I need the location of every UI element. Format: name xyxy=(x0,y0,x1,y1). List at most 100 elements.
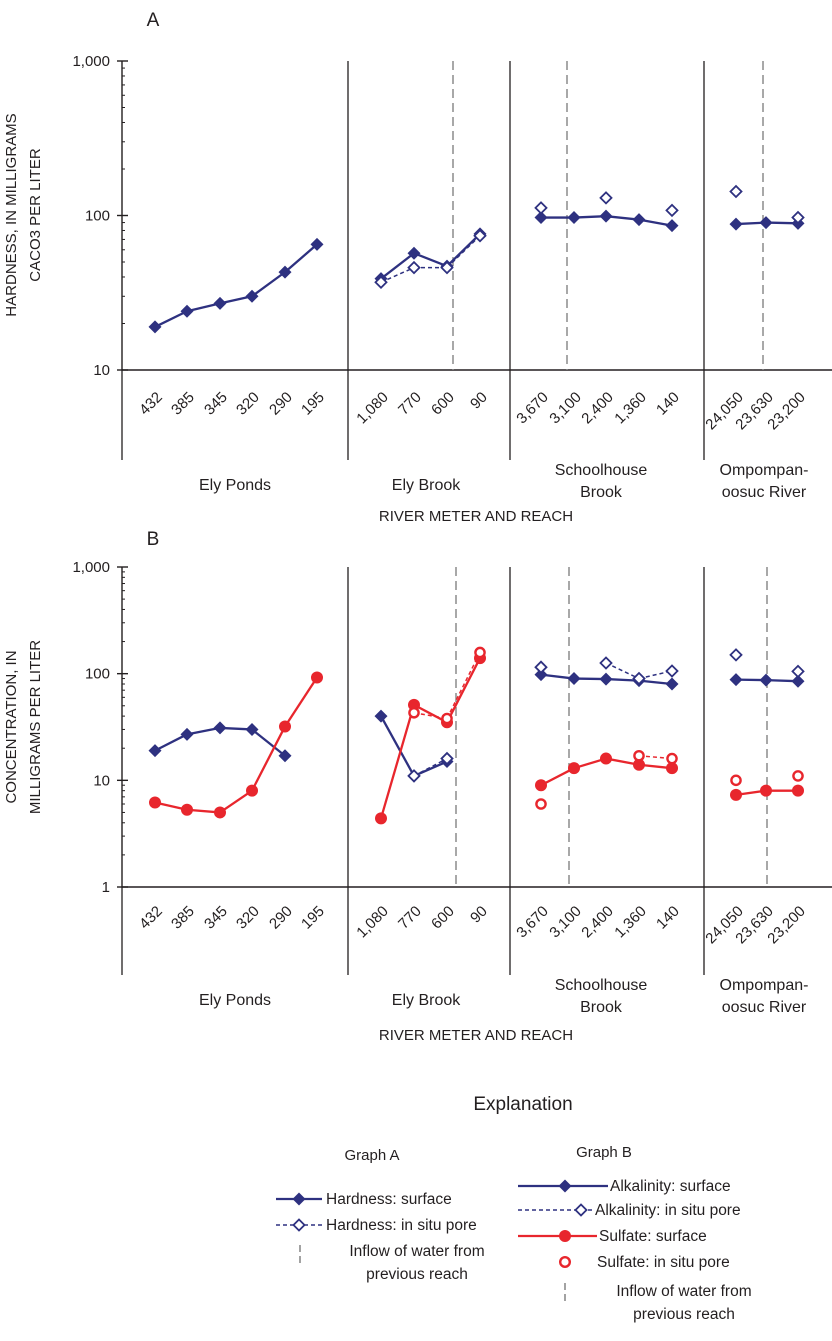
data-point xyxy=(534,201,548,215)
x-tick-label: 1,360 xyxy=(611,903,650,942)
legend-label: Alkalinity: surface xyxy=(610,1178,731,1195)
legend-label: previous reach xyxy=(633,1306,735,1323)
series-line-segment xyxy=(380,252,415,280)
data-point xyxy=(407,769,421,783)
data-point xyxy=(534,660,548,674)
x-tick-label: 3,100 xyxy=(546,389,585,428)
data-point xyxy=(535,779,547,792)
series-line-segment xyxy=(446,652,481,719)
data-point xyxy=(473,228,487,243)
data-point xyxy=(632,213,646,227)
data-point xyxy=(408,706,420,719)
data-point xyxy=(534,211,548,225)
data-point xyxy=(633,758,645,771)
data-point xyxy=(213,721,227,735)
legend: Explanation Graph A Hardness: surface Ha… xyxy=(276,1094,752,1323)
data-point xyxy=(729,648,743,662)
y-axis-title: HARDNESS, IN MILLIGRAMS xyxy=(3,113,20,316)
x-axis-title: RIVER METER AND REACH xyxy=(379,508,573,525)
data-point xyxy=(279,720,291,733)
x-tick-label: 600 xyxy=(428,903,458,933)
y-axis-title: MILLIGRAMS PER LITER xyxy=(27,640,44,814)
data-point xyxy=(791,674,805,688)
reach-name: Ely Ponds xyxy=(199,992,271,1009)
reach-name: Ely Brook xyxy=(392,992,461,1009)
reach-name: Brook xyxy=(580,999,623,1016)
legend-label: Sulfate: surface xyxy=(599,1228,707,1245)
panel-a: A HARDNESS, IN MILLIGRAMS CACO3 PER LITER 1… xyxy=(3,10,832,525)
data-point xyxy=(730,788,742,801)
legend-open-diamond-icon xyxy=(292,1218,306,1232)
legend-sulfate-surface: Sulfate: surface xyxy=(518,1228,707,1245)
x-tick-label: 345 xyxy=(201,903,231,933)
data-point xyxy=(599,191,613,205)
x-tick-label: 320 xyxy=(233,389,263,419)
data-point xyxy=(792,784,804,797)
series-line-segment xyxy=(413,252,448,268)
data-point xyxy=(375,812,387,825)
series-line-segment xyxy=(284,243,318,273)
x-tick-label: 290 xyxy=(266,389,296,419)
y-axis-title: CONCENTRATION, IN xyxy=(3,650,20,803)
legend-label: Hardness: surface xyxy=(326,1191,452,1208)
legend-filled-circle-icon xyxy=(559,1230,571,1242)
legend-title: Explanation xyxy=(473,1094,572,1115)
reach-name: Schoolhouse xyxy=(555,462,648,479)
data-point xyxy=(567,672,581,686)
legend-filled-diamond-icon xyxy=(292,1192,306,1206)
data-point xyxy=(760,784,772,797)
data-point xyxy=(759,216,773,230)
series-line-segment xyxy=(219,789,253,814)
x-tick-label: 600 xyxy=(428,389,458,419)
data-point xyxy=(440,751,454,766)
data-point xyxy=(632,671,646,686)
x-tick-label: 770 xyxy=(395,389,425,419)
data-point xyxy=(278,265,292,279)
legend-hardness-surface: Hardness: surface xyxy=(276,1191,452,1208)
series-line-segment xyxy=(638,755,673,760)
x-tick-label: 3,670 xyxy=(513,389,552,428)
legend-alkalinity-in-situ: Alkalinity: in situ pore xyxy=(518,1202,741,1219)
data-point xyxy=(374,709,388,723)
series-line-segment xyxy=(219,295,253,305)
series-line-segment xyxy=(605,662,640,680)
series-line-segment xyxy=(413,757,448,777)
data-point xyxy=(535,798,547,810)
data-point xyxy=(148,320,162,334)
data-point xyxy=(278,749,292,763)
data-point xyxy=(600,752,612,765)
x-tick-label: 3,670 xyxy=(513,903,552,942)
data-point xyxy=(407,246,421,260)
data-point xyxy=(599,672,613,686)
data-point xyxy=(374,275,388,289)
legend-hardness-in-situ: Hardness: in situ pore xyxy=(276,1217,477,1234)
data-point xyxy=(246,784,258,797)
x-tick-label: 3,100 xyxy=(546,903,585,942)
series-line-segment xyxy=(251,728,286,757)
x-axis-title: RIVER METER AND REACH xyxy=(379,1027,573,1044)
series-line-segment xyxy=(379,704,416,819)
x-tick-label: 320 xyxy=(233,903,263,933)
series-line-segment xyxy=(379,715,416,777)
series-line-segment xyxy=(251,271,286,298)
data-point xyxy=(568,762,580,775)
y-tick-label: 1 xyxy=(102,879,110,896)
x-tick-label: 385 xyxy=(168,903,198,933)
data-point xyxy=(792,770,804,782)
data-point xyxy=(149,796,161,809)
x-tick-label: 1,080 xyxy=(353,903,392,942)
legend-inflow-b: Inflow of water from previous reach xyxy=(564,1283,752,1323)
data-point xyxy=(599,656,613,670)
series-line-segment xyxy=(284,676,318,728)
y-tick-label: 10 xyxy=(93,362,110,379)
x-tick-label: 2,400 xyxy=(578,903,617,942)
data-point xyxy=(791,210,805,225)
data-point xyxy=(148,744,162,758)
data-point xyxy=(441,712,453,725)
legend-graph-a-heading: Graph A xyxy=(344,1147,399,1164)
legend-filled-diamond-icon xyxy=(558,1179,572,1193)
data-point xyxy=(666,762,678,775)
series-line-segment xyxy=(446,233,481,267)
data-point xyxy=(665,219,679,233)
